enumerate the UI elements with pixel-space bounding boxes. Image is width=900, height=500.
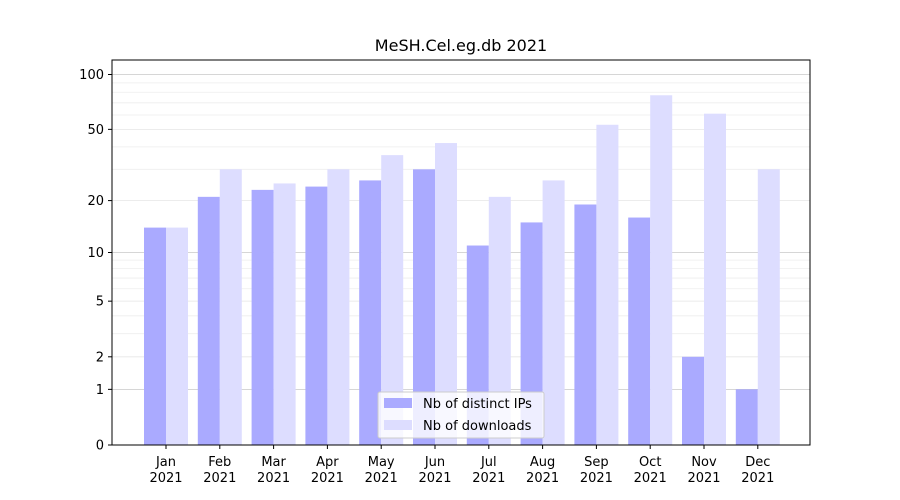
- x-tick-label-month: Dec: [745, 455, 770, 470]
- x-tick-label-year: 2021: [687, 471, 720, 486]
- x-tick-label-year: 2021: [418, 471, 451, 486]
- bar-distinct-ips-aug: [520, 222, 543, 445]
- bar-downloads-aug: [542, 180, 565, 446]
- bar-distinct-ips-oct: [628, 217, 651, 445]
- x-axis: Jan2021Feb2021Mar2021Apr2021May2021Jun20…: [149, 445, 774, 486]
- y-tick-label: 100: [79, 68, 104, 83]
- bar-distinct-ips-mar: [251, 189, 274, 445]
- bar-downloads-jan: [166, 227, 188, 445]
- x-tick-label-month: Nov: [691, 455, 717, 470]
- y-tick-label: 1: [96, 383, 104, 398]
- x-tick-label-month: Apr: [316, 455, 339, 470]
- bars: [144, 95, 780, 446]
- legend: Nb of distinct IPs Nb of downloads: [377, 391, 545, 439]
- bar-downloads-jun: [435, 143, 457, 446]
- x-tick-label-month: Oct: [639, 455, 661, 470]
- bar-distinct-ips-dec: [735, 389, 758, 445]
- bar-downloads-apr: [327, 169, 350, 445]
- bar-distinct-ips-sep: [574, 204, 597, 445]
- y-tick-label: 0: [96, 439, 104, 454]
- x-tick-label-month: Aug: [530, 455, 555, 470]
- x-tick-label-month: May: [368, 455, 395, 470]
- y-tick-label: 10: [87, 246, 104, 261]
- x-tick-label-month: Jan: [155, 455, 176, 470]
- bar-distinct-ips-jan: [144, 227, 166, 445]
- bar-downloads-mar: [273, 183, 296, 445]
- bar-distinct-ips-jun: [413, 169, 435, 445]
- legend-label-downloads: Nb of downloads: [423, 419, 532, 434]
- bar-distinct-ips-apr: [305, 186, 328, 445]
- x-tick-label-year: 2021: [203, 471, 236, 486]
- y-tick-label: 50: [87, 123, 104, 138]
- x-tick-label-year: 2021: [311, 471, 344, 486]
- bar-distinct-ips-feb: [197, 196, 220, 445]
- legend-box: [377, 391, 545, 439]
- bar-downloads-dec: [757, 169, 780, 445]
- legend-label-ips: Nb of distinct IPs: [423, 397, 532, 412]
- x-tick-label-year: 2021: [257, 471, 290, 486]
- x-tick-label-month: Jun: [424, 455, 445, 470]
- x-tick-label-year: 2021: [741, 471, 774, 486]
- x-tick-label-month: Sep: [584, 455, 609, 470]
- y-axis: 0 1 2 5 10 20 50 100: [79, 68, 112, 454]
- x-tick-label-year: 2021: [365, 471, 398, 486]
- y-tick-label: 20: [87, 194, 104, 209]
- bar-distinct-ips-may: [359, 180, 382, 446]
- x-tick-label-year: 2021: [472, 471, 505, 486]
- bar-downloads-may: [381, 155, 404, 446]
- bar-distinct-ips-nov: [682, 356, 704, 445]
- bar-downloads-feb: [219, 169, 242, 445]
- bar-downloads-jul: [488, 196, 511, 445]
- legend-swatch-downloads: [384, 420, 412, 430]
- x-tick-label-month: Feb: [208, 455, 231, 470]
- x-tick-label-year: 2021: [634, 471, 667, 486]
- x-tick-label-year: 2021: [526, 471, 559, 486]
- y-tick-label: 2: [96, 350, 104, 365]
- x-tick-label-month: Mar: [261, 455, 286, 470]
- bar-downloads-oct: [650, 95, 673, 445]
- y-tick-label: 5: [96, 295, 104, 310]
- x-tick-label-month: Jul: [480, 455, 497, 470]
- chart-title: MeSH.Cel.eg.db 2021: [375, 36, 547, 55]
- bar-downloads-nov: [704, 113, 726, 446]
- x-tick-label-year: 2021: [580, 471, 613, 486]
- legend-swatch-ips: [384, 398, 412, 408]
- bar-downloads-sep: [596, 124, 619, 445]
- x-tick-label-year: 2021: [149, 471, 182, 486]
